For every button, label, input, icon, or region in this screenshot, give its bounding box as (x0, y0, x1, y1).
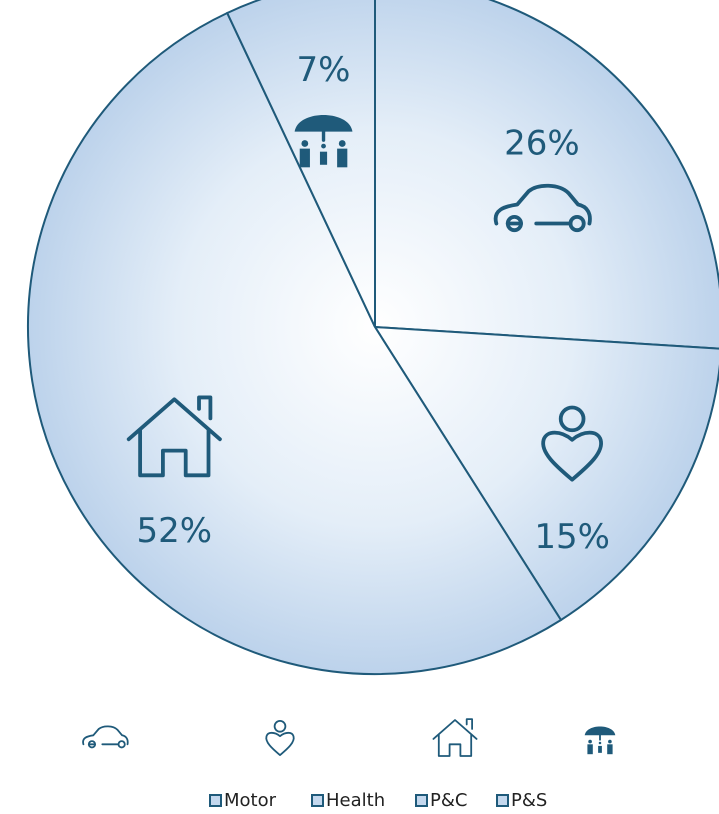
icon (126, 395, 222, 478)
heart (265, 731, 295, 757)
car-wheel (505, 214, 523, 233)
family-head (321, 143, 326, 149)
icon-row (82, 718, 616, 757)
family-body (607, 744, 613, 755)
house (432, 718, 478, 757)
car-wheel (117, 740, 126, 749)
legend-swatch (496, 794, 509, 807)
icon (541, 405, 603, 482)
family-body (299, 148, 310, 168)
data-label: 26% (504, 124, 580, 164)
legend: Motor Health P&C P&S (209, 790, 547, 811)
icon (82, 725, 129, 749)
legend-label: Motor (224, 790, 277, 811)
pie-slice (374, 0, 719, 350)
person-head (558, 405, 586, 433)
heart (541, 430, 603, 482)
car-wheel (87, 740, 96, 749)
icon (294, 115, 353, 168)
legend-label: P&S (511, 790, 547, 811)
family-head (301, 140, 309, 147)
pie-slice (27, 11, 563, 675)
umbrella (584, 726, 616, 736)
pie-slice (373, 325, 719, 622)
data-label: 52% (137, 511, 213, 551)
umbrella (294, 115, 353, 132)
pie (27, 0, 719, 675)
family-head (338, 140, 346, 147)
data-label: 15% (534, 517, 610, 557)
icon (432, 718, 478, 757)
data-label: 7% (297, 50, 351, 90)
legend-swatch (209, 794, 222, 807)
family-body (319, 151, 328, 165)
car-icon (493, 183, 592, 226)
icon (493, 183, 592, 233)
family-body (337, 148, 348, 168)
car-icon (82, 725, 129, 746)
family-head (588, 739, 592, 744)
family-head (608, 739, 612, 744)
icon (265, 719, 295, 757)
car-wheel (568, 214, 586, 233)
legend-swatch (415, 794, 428, 807)
icon (584, 726, 616, 755)
legend-label: P&C (430, 790, 467, 811)
family-head (598, 741, 602, 745)
legend-swatch (311, 794, 324, 807)
person-head (273, 719, 287, 733)
family-body (598, 745, 602, 753)
pie-labels: 26% 15% 52% 7% (126, 50, 610, 557)
house (126, 395, 222, 478)
legend-label: Health (326, 790, 385, 811)
family-body (587, 744, 593, 755)
